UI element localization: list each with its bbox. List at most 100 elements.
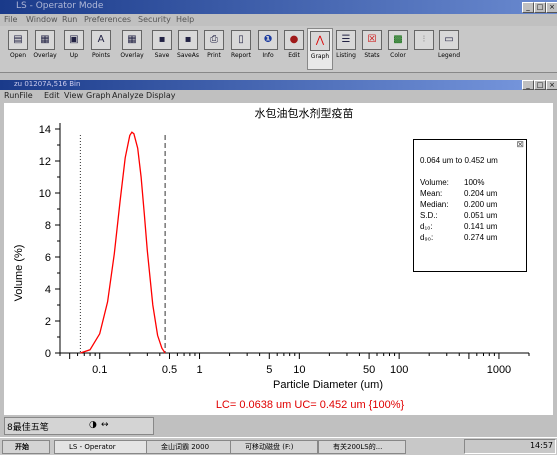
x-tick-label: 5 bbox=[266, 364, 272, 376]
stats-value: 0.274 um bbox=[464, 233, 498, 242]
menu-display[interactable]: Display bbox=[146, 91, 176, 100]
color-icon: ▩ bbox=[388, 30, 408, 50]
ime-punct-icon[interactable]: ↔ bbox=[101, 420, 109, 430]
app-menu-bar: File Window Run Preferences Security Hel… bbox=[0, 14, 557, 26]
toolbar-saveas-button[interactable]: ▪ SaveAs bbox=[176, 28, 200, 68]
y-tick-label: 2 bbox=[45, 316, 51, 328]
ime-half-icon[interactable]: ◑ bbox=[89, 420, 97, 430]
y-tick-label: 0 bbox=[45, 348, 51, 360]
info-icon: ❶ bbox=[258, 30, 278, 50]
main-toolbar: ▤ Open ▦ Overlay ▣ Up A Points ▦ Overlay ▪ Sav… bbox=[0, 26, 557, 73]
minimize-button[interactable]: _ bbox=[522, 2, 534, 13]
up-icon: ▣ bbox=[64, 30, 84, 50]
listing-icon: ☰ bbox=[336, 30, 356, 50]
taskbar-item[interactable]: 有关200LS的... bbox=[318, 440, 406, 454]
toolbar-graph-button[interactable]: ⋀ Graph bbox=[307, 28, 333, 70]
y-tick-label: 4 bbox=[45, 284, 51, 296]
report-icon: ▯ bbox=[231, 30, 251, 50]
stats-label: Mean: bbox=[420, 189, 443, 198]
start-button[interactable]: 开始 bbox=[2, 440, 50, 454]
stats-label: d₁₀: bbox=[420, 222, 433, 231]
menu-help[interactable]: Help bbox=[176, 15, 195, 24]
x-tick-label: 0.1 bbox=[92, 364, 107, 376]
taskbar: 开始 LS - Operator 金山词霸 2000 可移动磁盘 (F:) 有关… bbox=[0, 437, 557, 455]
legend-close-icon[interactable]: ⊠ bbox=[516, 139, 524, 149]
taskbar-item[interactable]: LS - Operator bbox=[54, 440, 148, 454]
toolbar-print-button[interactable]: ⎙ Print bbox=[202, 28, 226, 68]
stats-value: 0.204 um bbox=[464, 189, 498, 198]
y-tick-label: 12 bbox=[39, 156, 51, 168]
doc-close-button[interactable]: × bbox=[546, 80, 557, 90]
y-tick-label: 10 bbox=[39, 188, 51, 200]
menu-file[interactable]: File bbox=[4, 15, 18, 24]
x-tick-label: 1000 bbox=[487, 364, 511, 376]
maximize-button[interactable]: □ bbox=[534, 2, 546, 13]
stats-value: 0.141 um bbox=[464, 222, 498, 231]
stats-range: 0.064 um to 0.452 um bbox=[420, 156, 498, 165]
ime-toolbar[interactable]: 8最佳五笔 ◑ ↔ bbox=[4, 417, 154, 435]
menu-preferences[interactable]: Preferences bbox=[84, 15, 132, 24]
menu-edit[interactable]: Edit bbox=[44, 91, 60, 100]
x-tick-label: 1 bbox=[196, 364, 202, 376]
y-tick-label: 14 bbox=[39, 124, 51, 136]
menu-window[interactable]: Window bbox=[26, 15, 58, 24]
menu-security[interactable]: Security bbox=[138, 15, 171, 24]
edit-icon: ● bbox=[284, 30, 304, 50]
toolbar-open-button[interactable]: ▤ Open bbox=[6, 28, 30, 68]
x-tick-label: 0.5 bbox=[162, 364, 177, 376]
points-icon: A bbox=[91, 30, 111, 50]
cursor-limits-readout: LC= 0.0638 um UC= 0.452 um {100%} bbox=[216, 399, 405, 411]
doc-maximize-button[interactable]: □ bbox=[534, 80, 546, 90]
toolbar-edit-button[interactable]: ● Edit bbox=[282, 28, 306, 68]
menu-run[interactable]: Run bbox=[62, 15, 78, 24]
x-tick-label: 10 bbox=[293, 364, 305, 376]
menu-graph[interactable]: Graph bbox=[86, 91, 111, 100]
toolbar-info-button[interactable]: ❶ Info bbox=[256, 28, 280, 68]
x-tick-label: 100 bbox=[390, 364, 408, 376]
stats-label: Median: bbox=[420, 200, 449, 209]
stats-legend-box[interactable]: ⊠ 0.064 um to 0.452 um Volume: 100% Mean… bbox=[413, 139, 527, 272]
graph-panel: 水包油包水剂型疫苗 0 2 4 6 8 10 12 14 0.1 0.5 1 5 10 50 100 1000… bbox=[4, 103, 553, 415]
system-tray: 14:57 bbox=[464, 439, 556, 454]
print-icon: ⎙ bbox=[204, 30, 224, 50]
toolbar-up-button[interactable]: ▣ Up bbox=[62, 28, 86, 68]
menu-runfile[interactable]: RunFile bbox=[4, 91, 33, 100]
app-title-bar: LS - Operator Mode _ □ × bbox=[0, 0, 557, 14]
toolbar-overlay-button[interactable]: ▦ Overlay bbox=[33, 28, 57, 68]
overlay-icon: ▦ bbox=[35, 30, 55, 50]
ime-label: 8最佳五笔 bbox=[7, 423, 49, 433]
toolbar-stats-button[interactable]: ☒ Stats bbox=[360, 28, 384, 68]
close-button[interactable]: × bbox=[546, 2, 557, 13]
x-axis-label: Particle Diameter (um) bbox=[273, 379, 383, 391]
toolbar-blank-button[interactable]: ⁝ bbox=[412, 28, 436, 68]
toolbar-points-button[interactable]: A Points bbox=[89, 28, 113, 68]
stats-icon: ☒ bbox=[362, 30, 382, 50]
taskbar-item[interactable]: 金山词霸 2000 bbox=[146, 440, 232, 454]
stats-label: Volume: bbox=[420, 178, 449, 187]
app-title: LS - Operator Mode bbox=[16, 1, 104, 11]
menu-analyze[interactable]: Analyze bbox=[112, 91, 144, 100]
doc-minimize-button[interactable]: _ bbox=[522, 80, 534, 90]
y-tick-label: 8 bbox=[45, 220, 51, 232]
document-menu-bar: RunFile Edit View Graph Analyze Display bbox=[0, 90, 557, 102]
document-title-bar: zu 01207A,516 Bin _ □ × bbox=[0, 80, 557, 90]
folder-icon: ▤ bbox=[8, 30, 28, 50]
toolbar-save-button[interactable]: ▪ Save bbox=[150, 28, 174, 68]
taskbar-item[interactable]: 可移动磁盘 (F:) bbox=[230, 440, 318, 454]
menu-view[interactable]: View bbox=[64, 91, 83, 100]
toolbar-legend-button[interactable]: ▭ Legend bbox=[437, 28, 461, 68]
stats-value: 0.200 um bbox=[464, 200, 498, 209]
blank-icon: ⁝ bbox=[414, 30, 434, 50]
graph-icon: ⋀ bbox=[310, 31, 330, 51]
legend-icon: ▭ bbox=[439, 30, 459, 50]
stats-label: S.D.: bbox=[420, 211, 438, 220]
toolbar-overlay2-button[interactable]: ▦ Overlay bbox=[120, 28, 144, 68]
save-as-icon: ▪ bbox=[178, 30, 198, 50]
toolbar-listing-button[interactable]: ☰ Listing bbox=[334, 28, 358, 68]
toolbar-report-button[interactable]: ▯ Report bbox=[229, 28, 253, 68]
x-tick-label: 50 bbox=[363, 364, 375, 376]
stats-value: 0.051 um bbox=[464, 211, 498, 220]
overlay-icon: ▦ bbox=[122, 30, 142, 50]
document-title: zu 01207A,516 Bin bbox=[14, 80, 81, 88]
toolbar-color-button[interactable]: ▩ Color bbox=[386, 28, 410, 68]
